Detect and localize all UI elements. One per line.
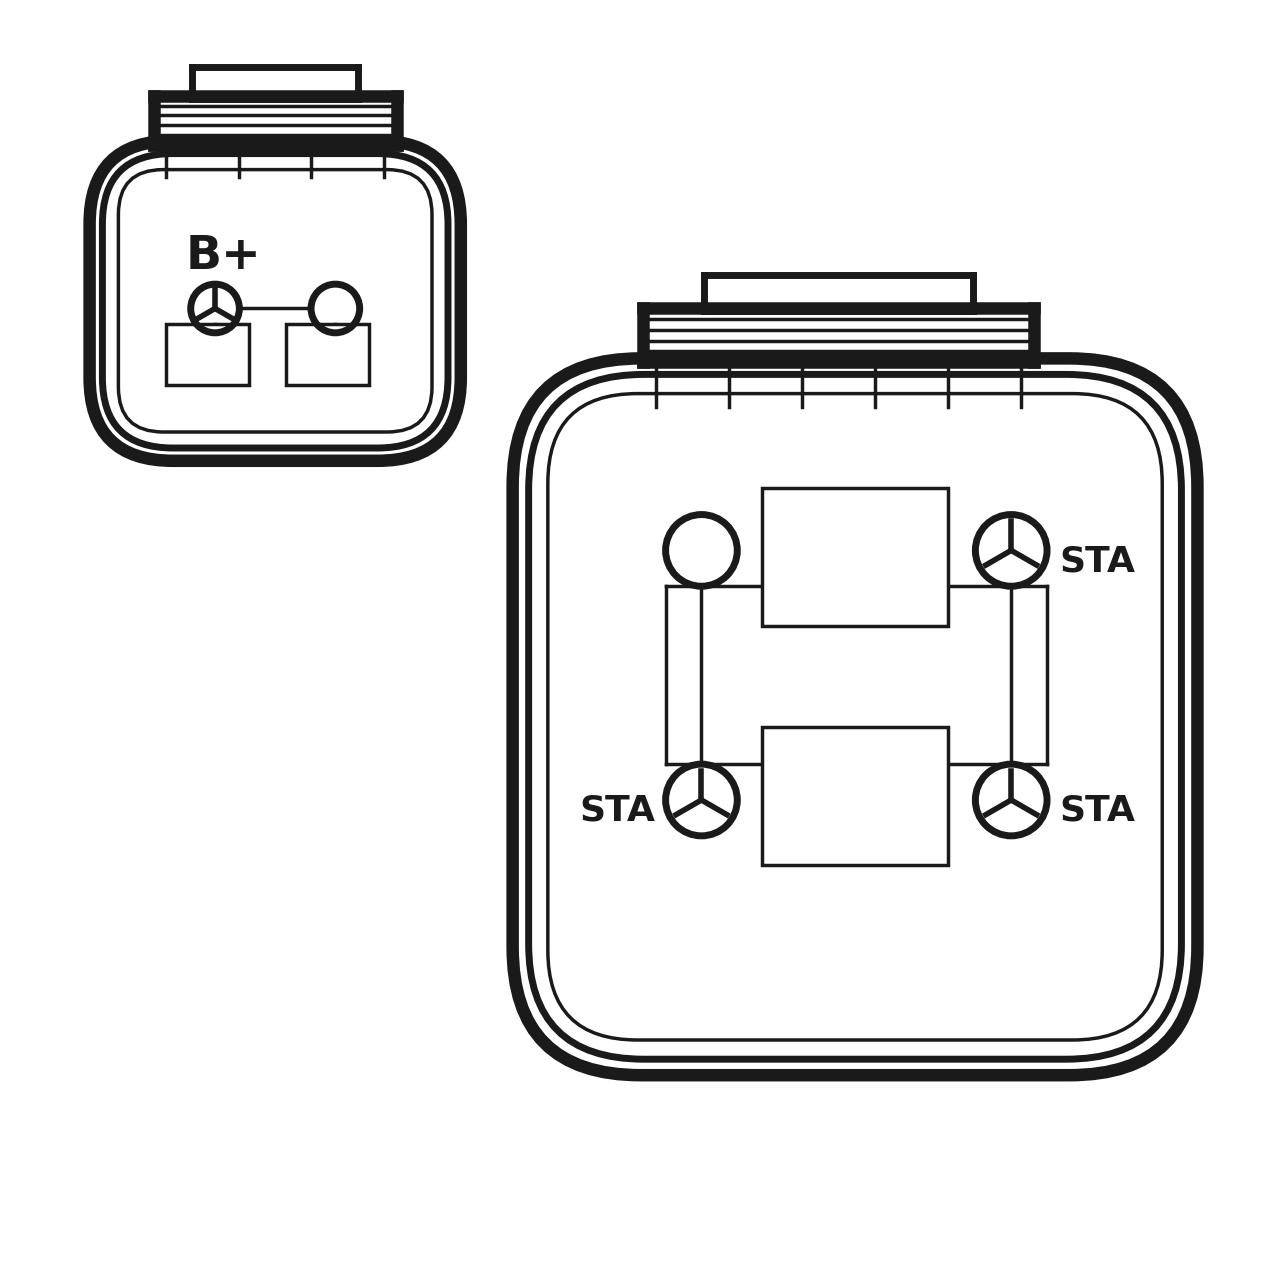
Text: STA: STA [1060,794,1135,828]
FancyBboxPatch shape [90,141,461,461]
Bar [763,727,948,865]
Bar [287,324,369,385]
Bar [166,324,250,385]
Text: B+: B+ [186,233,261,279]
Bar [763,488,948,626]
Text: STA: STA [1060,544,1135,579]
FancyBboxPatch shape [513,358,1198,1075]
Text: STA: STA [580,794,655,828]
